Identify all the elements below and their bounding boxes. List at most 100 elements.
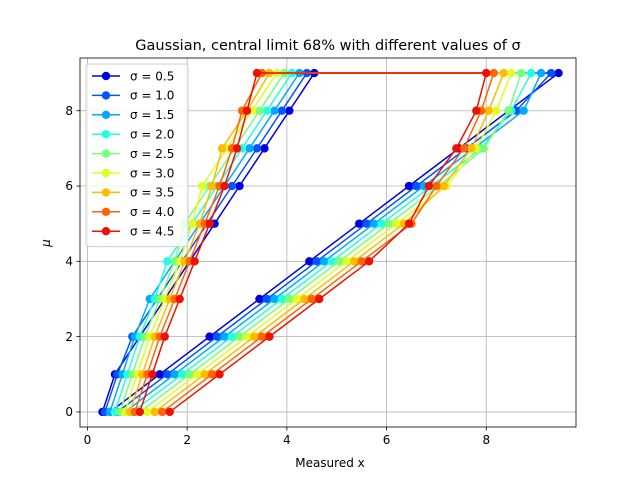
upper-point <box>467 144 476 153</box>
legend-label: σ = 3.5 <box>130 186 174 200</box>
legend-marker <box>101 227 111 236</box>
legend-marker <box>101 91 111 100</box>
y-tick-label: 0 <box>65 405 73 419</box>
upper-point <box>315 294 324 304</box>
legend: σ = 0.5 σ = 1.0 σ = 1.5 σ = 2.0 σ = 2.5 σ = 3… <box>85 63 189 248</box>
upper-point <box>270 294 279 304</box>
upper-point <box>170 370 179 379</box>
lower-point <box>227 181 237 191</box>
upper-point <box>554 68 563 78</box>
lower-point <box>160 332 169 341</box>
x-tick-label: 2 <box>183 433 191 447</box>
upper-point <box>165 407 174 417</box>
upper-point <box>205 332 214 341</box>
upper-point <box>392 219 401 228</box>
legend-marker <box>101 168 111 178</box>
axes-frame <box>79 57 577 428</box>
lower-point <box>277 106 287 115</box>
upper-point <box>277 294 287 304</box>
upper-point <box>307 294 316 304</box>
x-axis-ticks: 0 2 4 6 8 <box>84 427 490 447</box>
upper-point <box>364 257 374 266</box>
legend-label: σ = 1.0 <box>130 89 174 103</box>
x-tick-label: 6 <box>383 433 391 447</box>
y-tick-label: 6 <box>65 179 73 193</box>
x-tick-label: 4 <box>283 433 291 447</box>
upper-point <box>506 68 516 78</box>
x-tick-label: 8 <box>482 433 490 447</box>
series-line <box>139 72 488 413</box>
upper-point <box>504 106 513 115</box>
upper-point <box>516 68 526 78</box>
legend-box <box>85 63 189 248</box>
upper-point <box>227 332 237 341</box>
legend-label: σ = 2.5 <box>130 147 174 161</box>
upper-point <box>354 219 364 228</box>
upper-point <box>472 106 481 115</box>
upper-point <box>150 407 159 417</box>
lower-point <box>197 181 207 191</box>
upper-point <box>412 181 421 191</box>
upper-point <box>424 181 434 191</box>
lower-point <box>252 144 262 153</box>
upper-point <box>163 370 172 379</box>
lower-point <box>285 106 294 115</box>
upper-point <box>158 407 167 417</box>
upper-point <box>479 144 488 153</box>
chart-title: Gaussian, central limit 68% with differe… <box>135 38 520 54</box>
legend-marker <box>101 130 111 139</box>
upper-point <box>305 257 314 266</box>
upper-point <box>459 144 469 153</box>
upper-point <box>484 106 493 115</box>
y-axis-label: μ <box>39 239 53 248</box>
upper-point <box>177 370 187 379</box>
upper-point <box>320 257 329 266</box>
upper-point <box>215 370 224 379</box>
lower-point <box>232 144 242 153</box>
upper-point <box>212 332 222 341</box>
lower-point <box>205 219 214 228</box>
y-axis-ticks: 0 2 4 6 8 <box>65 104 80 419</box>
upper-point <box>492 106 501 115</box>
series-9 <box>135 68 491 417</box>
lower-point <box>163 257 172 266</box>
legend-marker <box>101 110 111 120</box>
legend-marker <box>101 149 111 158</box>
upper-point <box>250 332 259 341</box>
x-tick-label: 0 <box>84 433 92 447</box>
upper-point <box>143 407 152 417</box>
upper-point <box>377 219 386 228</box>
lower-point <box>252 68 262 78</box>
upper-point <box>155 370 164 379</box>
legend-marker <box>101 207 111 216</box>
axes <box>79 57 577 428</box>
legend-marker <box>101 71 111 81</box>
upper-point <box>357 257 366 266</box>
lower-point <box>135 407 145 417</box>
legend-label: σ = 1.5 <box>130 108 174 122</box>
lower-point <box>207 181 217 191</box>
upper-point <box>285 294 294 304</box>
y-tick-label: 8 <box>65 104 73 118</box>
upper-point <box>452 144 461 153</box>
upper-point <box>235 332 244 341</box>
upper-point <box>519 106 528 115</box>
legend-label: σ = 4.0 <box>130 205 174 219</box>
x-axis-label: Measured x <box>295 456 365 470</box>
upper-point <box>349 257 359 266</box>
legend-label: σ = 2.0 <box>130 128 174 142</box>
legend-entry: σ = 4.5 <box>92 225 174 239</box>
lower-point <box>270 106 279 115</box>
y-tick-label: 2 <box>65 330 73 344</box>
upper-point <box>439 181 449 191</box>
upper-point <box>536 68 546 78</box>
y-tick-label: 4 <box>65 255 73 269</box>
upper-point <box>220 332 229 341</box>
upper-point <box>200 370 209 379</box>
upper-point <box>499 68 508 78</box>
upper-point <box>369 219 379 228</box>
legend-label: σ = 3.0 <box>130 166 174 180</box>
legend-label: σ = 0.5 <box>130 69 174 83</box>
lower-point <box>262 106 272 115</box>
legend-entry: σ = 1.0 <box>92 89 174 103</box>
